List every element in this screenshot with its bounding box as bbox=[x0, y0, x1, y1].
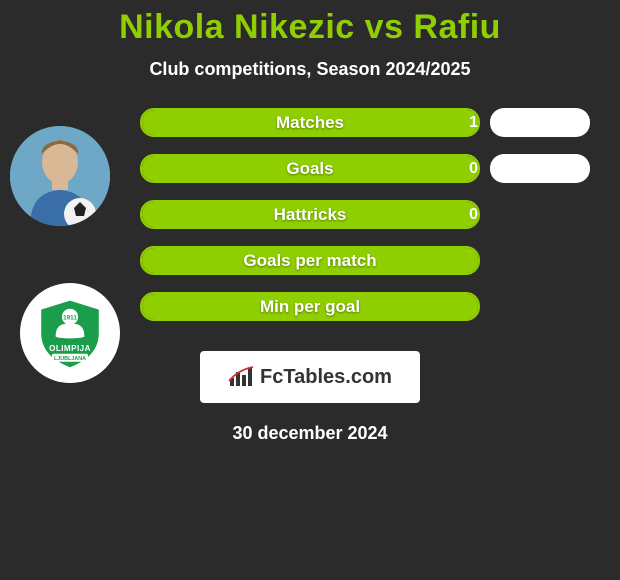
bar-row-hattricks: Hattricks 0 bbox=[140, 200, 490, 229]
bar-chart-icon bbox=[228, 366, 254, 388]
bar-label: Goals per match bbox=[140, 246, 480, 275]
page-subtitle: Club competitions, Season 2024/2025 bbox=[0, 59, 620, 80]
footer-date: 30 december 2024 bbox=[0, 423, 620, 444]
player-photo bbox=[10, 126, 110, 226]
svg-text:LJUBLJANA: LJUBLJANA bbox=[54, 356, 86, 362]
bar-value: 0 bbox=[469, 200, 478, 229]
footer-brand-text: FcTables.com bbox=[260, 366, 392, 389]
page-title: Nikola Nikezic vs Rafiu bbox=[0, 0, 620, 47]
bar-label: Min per goal bbox=[140, 292, 480, 321]
bar-row-goals: Goals 0 bbox=[140, 154, 490, 183]
bar-row-goals-per-match: Goals per match bbox=[140, 246, 490, 275]
opponent-pill-matches bbox=[490, 108, 590, 137]
svg-text:OLIMPIJA: OLIMPIJA bbox=[49, 344, 91, 353]
content-area: 1911 OLIMPIJA LJUBLJANA Matches 1 Goals … bbox=[0, 108, 620, 321]
bar-label: Goals bbox=[140, 154, 480, 183]
club-logo: 1911 OLIMPIJA LJUBLJANA bbox=[20, 283, 120, 383]
player-avatar-icon bbox=[10, 126, 110, 226]
bar-label: Hattricks bbox=[140, 200, 480, 229]
bar-row-min-per-goal: Min per goal bbox=[140, 292, 490, 321]
bar-value: 0 bbox=[469, 154, 478, 183]
svg-text:1911: 1911 bbox=[63, 315, 77, 322]
footer-brand-badge: FcTables.com bbox=[200, 351, 420, 403]
stat-bars: Matches 1 Goals 0 Hattricks 0 Goals per … bbox=[140, 108, 490, 321]
bar-value: 1 bbox=[469, 108, 478, 137]
bar-row-matches: Matches 1 bbox=[140, 108, 490, 137]
club-crest-icon: 1911 OLIMPIJA LJUBLJANA bbox=[34, 297, 106, 369]
bar-label: Matches bbox=[140, 108, 480, 137]
opponent-pill-goals bbox=[490, 154, 590, 183]
